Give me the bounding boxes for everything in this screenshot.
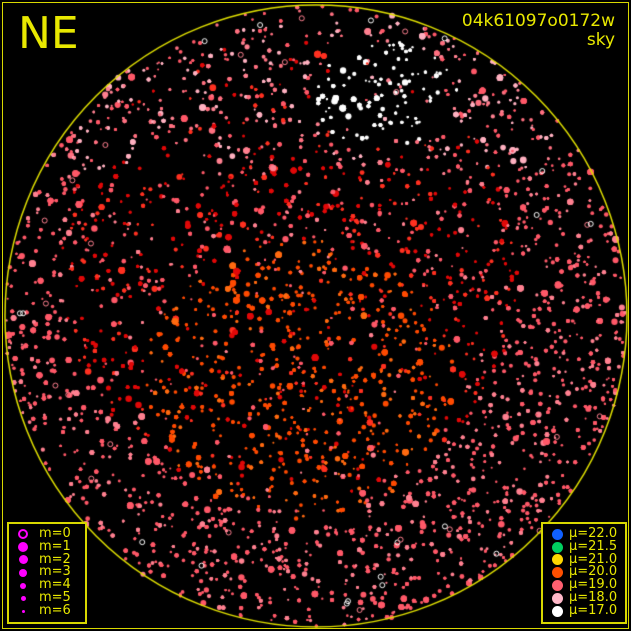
magnitude-label: m=1 (39, 538, 71, 554)
frame-type: sky (586, 30, 615, 50)
magnitude-label: m=0 (39, 526, 71, 541)
brightness-legend-item: μ=22.0 (549, 526, 619, 541)
brightness-swatch-icon (549, 605, 565, 617)
brightness-legend-item: μ=18.0 (549, 589, 619, 605)
magnitude-marker-icon (15, 568, 31, 577)
brightness-label: μ=20.0 (569, 564, 618, 580)
brightness-legend-item: μ=17.0 (549, 602, 619, 618)
magnitude-legend-item: m=5 (15, 589, 79, 605)
magnitude-legend-item: m=0 (15, 526, 79, 541)
magnitude-legend: m=0 m=1 m=2 m=3 m=4 m=5 m=6 (7, 522, 87, 624)
magnitude-marker-icon (15, 529, 31, 540)
magnitude-marker-icon (15, 609, 31, 613)
brightness-label: μ=22.0 (569, 526, 618, 541)
brightness-swatch-icon (549, 554, 565, 566)
brightness-swatch-icon (549, 528, 565, 540)
brightness-label: μ=19.0 (569, 577, 618, 593)
magnitude-marker-icon (15, 555, 31, 565)
brightness-legend-item: μ=20.0 (549, 564, 619, 580)
brightness-swatch-icon (549, 580, 565, 592)
brightness-legend-item: μ=21.0 (549, 551, 619, 567)
direction-label: NE (18, 8, 79, 59)
brightness-legend-item: μ=21.5 (549, 538, 619, 554)
magnitude-legend-item: m=6 (15, 602, 79, 618)
brightness-swatch-icon (549, 592, 565, 604)
magnitude-marker-icon (15, 582, 31, 589)
magnitude-legend-item: m=2 (15, 551, 79, 567)
magnitude-legend-item: m=1 (15, 538, 79, 554)
magnitude-label: m=6 (39, 602, 71, 618)
magnitude-label: m=3 (39, 564, 71, 580)
magnitude-marker-icon (15, 542, 31, 553)
brightness-legend-item: μ=19.0 (549, 577, 619, 593)
brightness-label: μ=17.0 (569, 602, 618, 618)
brightness-label: μ=21.5 (569, 538, 618, 554)
brightness-legend: μ=22.0 μ=21.5 μ=21.0 μ=20.0 μ=19.0 μ=18.0 μ=17… (541, 522, 627, 624)
magnitude-legend-item: m=4 (15, 577, 79, 593)
magnitude-marker-icon (15, 595, 31, 601)
magnitude-legend-item: m=3 (15, 564, 79, 580)
magnitude-label: m=5 (39, 589, 71, 605)
magnitude-label: m=2 (39, 551, 71, 567)
magnitude-label: m=4 (39, 577, 71, 593)
brightness-label: μ=21.0 (569, 551, 618, 567)
brightness-swatch-icon (549, 541, 565, 553)
brightness-swatch-icon (549, 567, 565, 579)
plot-title: 04k61097o0172w sky (462, 12, 615, 50)
brightness-label: μ=18.0 (569, 589, 618, 605)
frame-id: 04k61097o0172w (461, 11, 615, 31)
